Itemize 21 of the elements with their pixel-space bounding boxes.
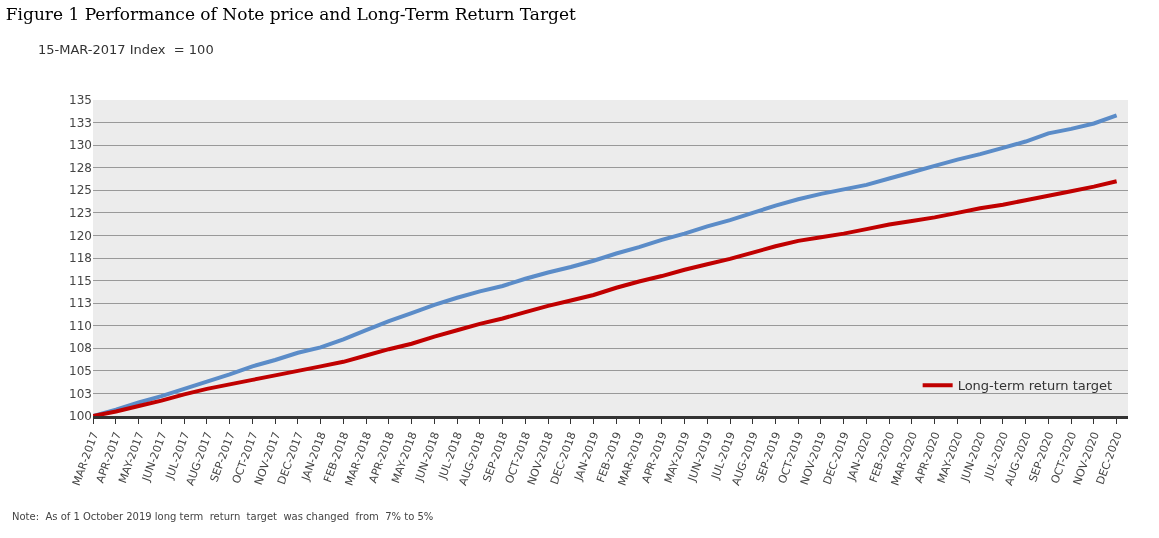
line-series bbox=[93, 179, 1119, 416]
y-tick-label: 105 bbox=[69, 364, 92, 379]
y-tick-label: 103 bbox=[69, 386, 92, 401]
y-tick-label: 125 bbox=[69, 183, 92, 198]
legend-label: Long-term return target bbox=[957, 378, 1113, 394]
y-axis-title: 15-MAR-2017 Index = 100 bbox=[38, 42, 214, 57]
y-tick-label: 128 bbox=[69, 160, 92, 175]
y-tick-label: 108 bbox=[69, 341, 92, 356]
y-tick-label: 130 bbox=[69, 138, 92, 153]
y-tick-label: 118 bbox=[69, 251, 92, 266]
y-tick-label: 123 bbox=[69, 206, 92, 221]
y-tick-label: 133 bbox=[69, 115, 92, 130]
y-tick-label: 120 bbox=[69, 228, 92, 243]
chart-title: Figure 1 Performance of Note price and Long-Term Return Target bbox=[5, 3, 577, 24]
y-tick-label: 113 bbox=[69, 296, 92, 311]
y-tick-label: 110 bbox=[69, 318, 92, 333]
y-tick-label: 115 bbox=[69, 273, 92, 288]
y-tick-label: 100 bbox=[69, 409, 92, 424]
line-series bbox=[93, 113, 1119, 416]
y-tick-label: 135 bbox=[69, 93, 92, 108]
text: Note: As of 1 October 2019 long term return target was changed from 7% to 5% bbox=[12, 511, 434, 522]
